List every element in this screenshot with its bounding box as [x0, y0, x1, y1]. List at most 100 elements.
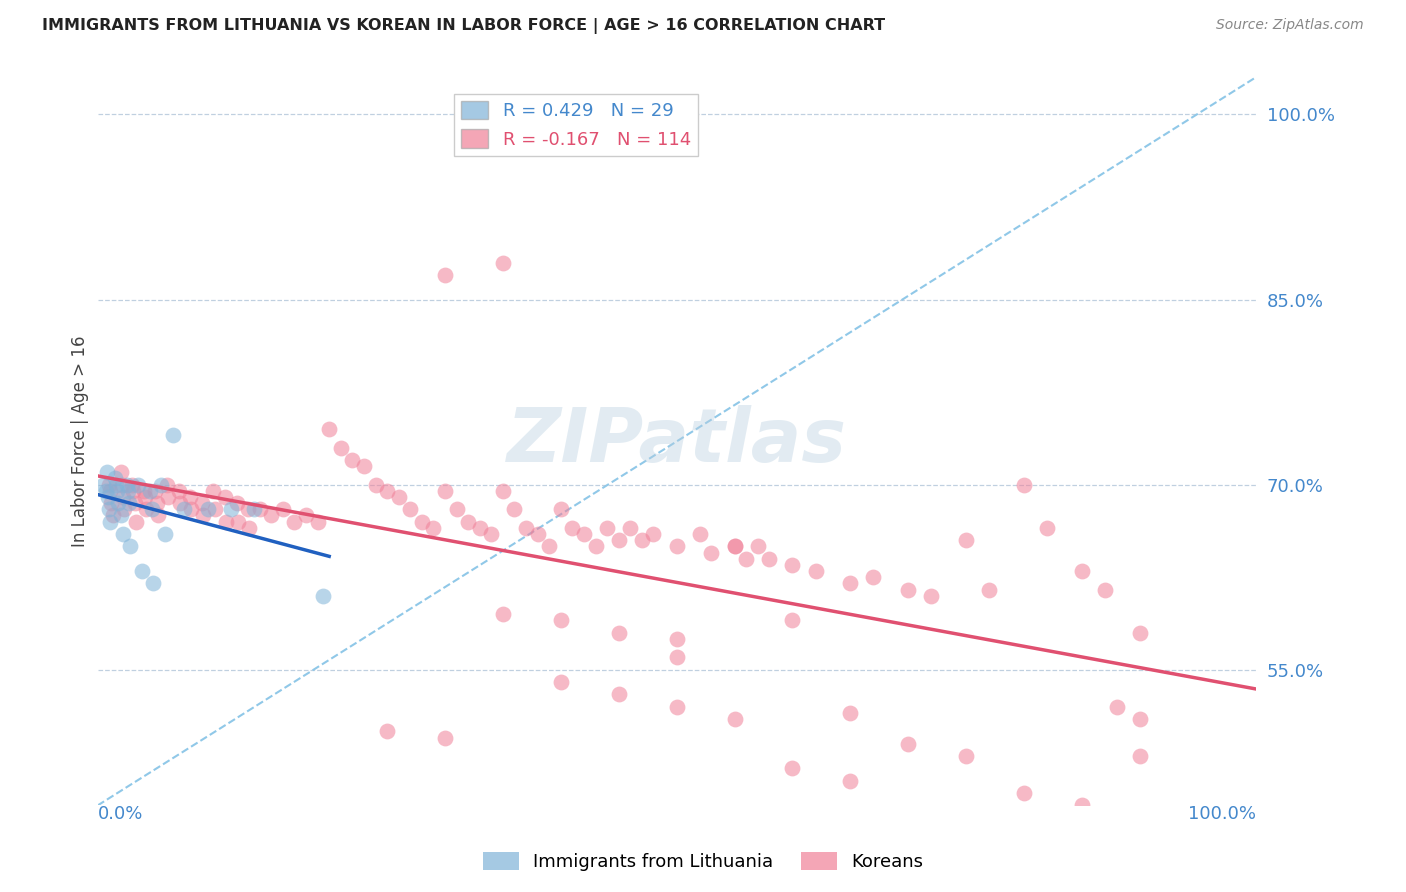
- Point: [225, 496, 247, 510]
- Point: [118, 496, 141, 510]
- Point: [631, 533, 654, 548]
- Point: [169, 496, 191, 510]
- Point: [307, 515, 329, 529]
- Text: 100.0%: 100.0%: [1188, 805, 1256, 823]
- Point: [111, 477, 134, 491]
- Point: [162, 428, 184, 442]
- Point: [156, 477, 179, 491]
- Point: [735, 551, 758, 566]
- Point: [318, 422, 340, 436]
- Point: [94, 483, 117, 498]
- Point: [132, 483, 155, 498]
- Point: [457, 515, 479, 529]
- Point: [643, 527, 665, 541]
- Point: [665, 632, 688, 646]
- Point: [550, 675, 572, 690]
- Point: [110, 508, 132, 523]
- Point: [134, 490, 156, 504]
- Point: [141, 502, 163, 516]
- Point: [117, 483, 139, 498]
- Point: [191, 496, 214, 510]
- Point: [839, 773, 862, 788]
- Point: [145, 483, 167, 498]
- Point: [526, 527, 548, 541]
- Point: [167, 483, 190, 498]
- Point: [197, 502, 219, 516]
- Point: [665, 699, 688, 714]
- Point: [271, 502, 294, 516]
- Point: [202, 483, 225, 498]
- Point: [479, 527, 502, 541]
- Point: [375, 483, 398, 498]
- Point: [100, 496, 122, 510]
- Point: [596, 521, 619, 535]
- Point: [1036, 521, 1059, 535]
- Point: [121, 477, 143, 491]
- Point: [433, 731, 456, 745]
- Point: [607, 625, 630, 640]
- Point: [433, 483, 456, 498]
- Point: [619, 521, 641, 535]
- Legend: Immigrants from Lithuania, Koreans: Immigrants from Lithuania, Koreans: [475, 845, 931, 879]
- Point: [920, 589, 942, 603]
- Point: [112, 490, 135, 504]
- Point: [105, 483, 128, 498]
- Point: [585, 539, 607, 553]
- Point: [1012, 786, 1035, 800]
- Point: [97, 490, 120, 504]
- Point: [723, 539, 745, 553]
- Point: [1012, 477, 1035, 491]
- Point: [115, 477, 138, 491]
- Point: [153, 527, 176, 541]
- Point: [665, 539, 688, 553]
- Point: [1105, 699, 1128, 714]
- Point: [283, 515, 305, 529]
- Point: [173, 502, 195, 516]
- Point: [329, 441, 352, 455]
- Point: [399, 502, 422, 516]
- Point: [468, 521, 491, 535]
- Point: [747, 539, 769, 553]
- Point: [243, 502, 266, 516]
- Point: [112, 527, 135, 541]
- Point: [804, 564, 827, 578]
- Point: [125, 515, 148, 529]
- Point: [127, 477, 149, 491]
- Point: [572, 527, 595, 541]
- Point: [839, 576, 862, 591]
- Point: [1071, 564, 1094, 578]
- Point: [98, 477, 121, 491]
- Point: [204, 502, 226, 516]
- Point: [112, 502, 135, 516]
- Point: [446, 502, 468, 516]
- Point: [492, 255, 515, 269]
- Point: [226, 515, 249, 529]
- Point: [1094, 582, 1116, 597]
- Point: [122, 483, 145, 498]
- Point: [665, 650, 688, 665]
- Point: [179, 490, 201, 504]
- Point: [110, 465, 132, 479]
- Point: [862, 570, 884, 584]
- Point: [955, 533, 977, 548]
- Point: [342, 453, 364, 467]
- Point: [388, 490, 411, 504]
- Point: [782, 613, 804, 627]
- Point: [124, 496, 146, 510]
- Point: [375, 724, 398, 739]
- Point: [191, 508, 214, 523]
- Point: [219, 502, 242, 516]
- Point: [689, 527, 711, 541]
- Point: [723, 712, 745, 726]
- Text: IMMIGRANTS FROM LITHUANIA VS KOREAN IN LABOR FORCE | AGE > 16 CORRELATION CHART: IMMIGRANTS FROM LITHUANIA VS KOREAN IN L…: [42, 18, 886, 34]
- Point: [1129, 749, 1152, 764]
- Point: [138, 483, 160, 498]
- Point: [98, 502, 121, 516]
- Point: [550, 613, 572, 627]
- Point: [118, 539, 141, 553]
- Point: [700, 545, 723, 559]
- Legend: R = 0.429   N = 29, R = -0.167   N = 114: R = 0.429 N = 29, R = -0.167 N = 114: [454, 94, 699, 156]
- Point: [101, 508, 124, 523]
- Point: [1071, 798, 1094, 813]
- Text: ZIPatlas: ZIPatlas: [506, 405, 846, 478]
